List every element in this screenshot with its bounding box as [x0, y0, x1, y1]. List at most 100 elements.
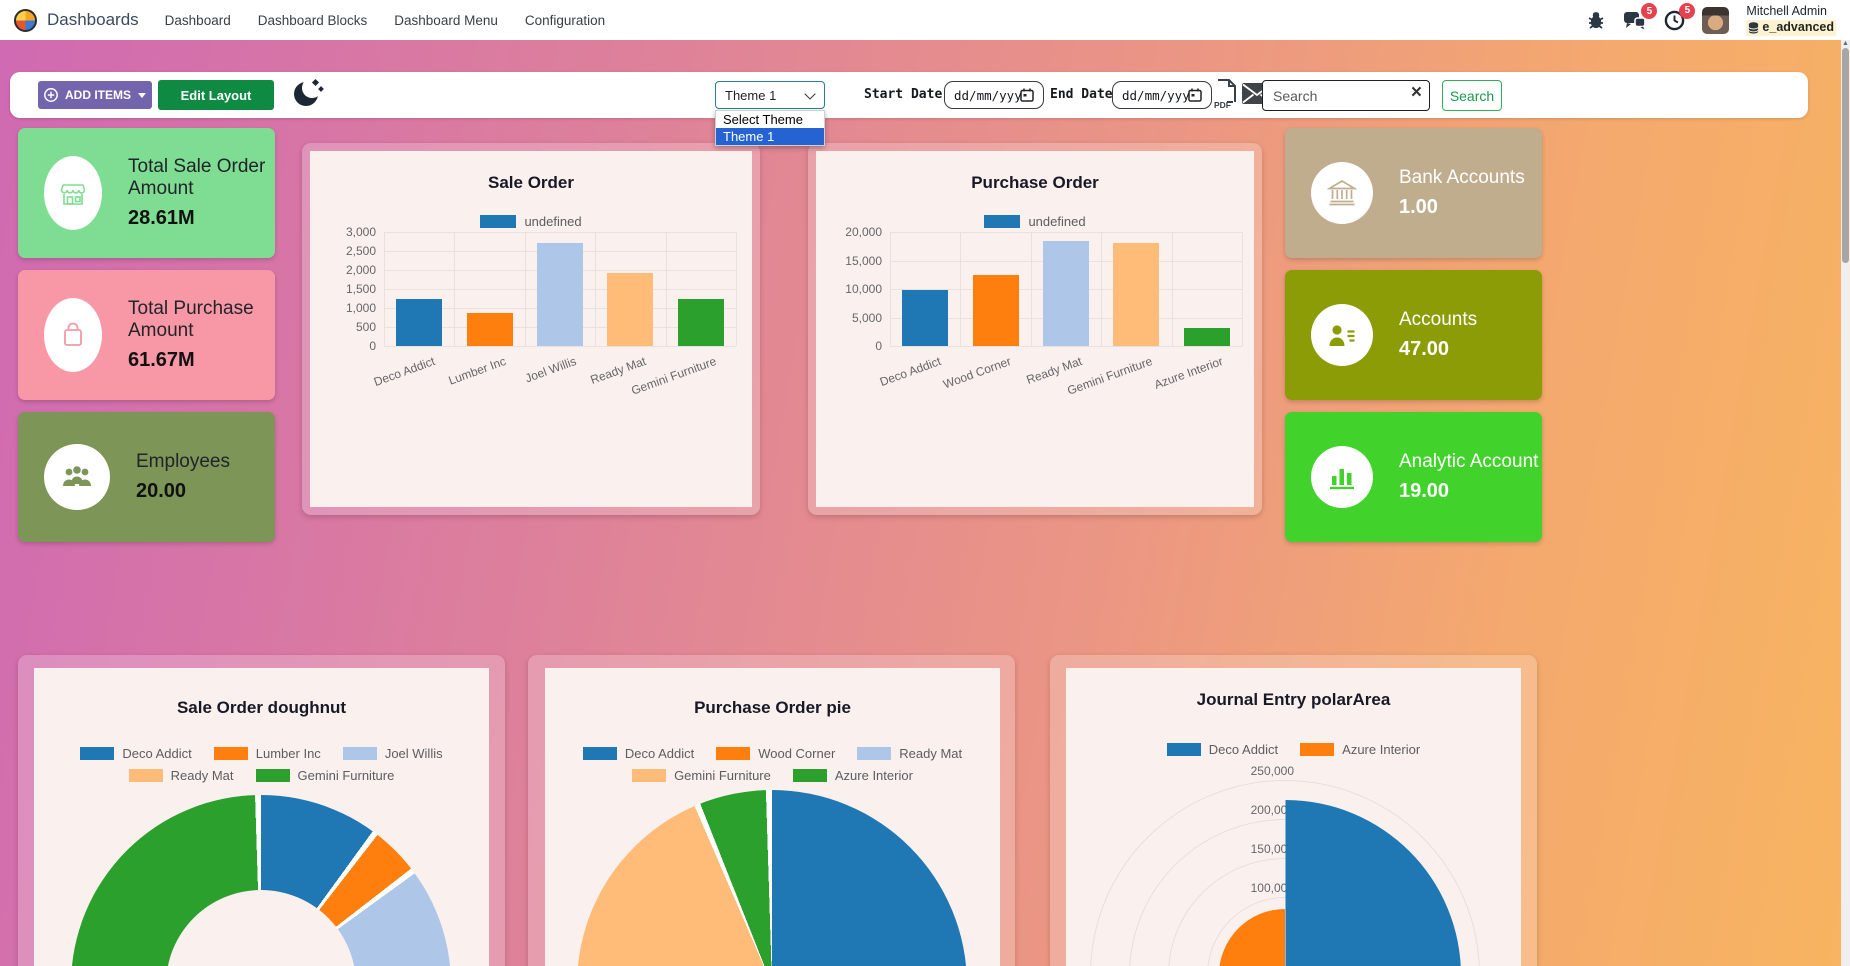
odoo-app-icon[interactable]	[14, 8, 37, 32]
purchase-order-chart: Purchase Order undefined 20,000 15,000 10,0…	[816, 151, 1254, 507]
scroll-up-arrow[interactable]: ▲	[1842, 40, 1849, 47]
legend-swatch	[213, 747, 248, 760]
theme-option-theme-1[interactable]: Theme 1	[716, 128, 824, 145]
chart-legend-row: Ready Mat Gemini Furniture	[34, 768, 489, 783]
legend-label: Azure Interior	[1342, 742, 1421, 757]
bar-0	[902, 289, 949, 346]
legend-label: Deco Addict	[624, 746, 695, 761]
start-date-input[interactable]	[944, 81, 1044, 109]
menu-item-configuration[interactable]: Configuration	[524, 12, 606, 28]
kpi-accounts[interactable]: Accounts 47.00	[1285, 270, 1542, 400]
kpi-icon-circle	[1311, 162, 1373, 224]
kpi-value: 20.00	[136, 480, 187, 503]
dashboard-toolbar: ADD ITEMS Edit Layout Theme 1 Select The…	[10, 72, 1808, 146]
y-axis-tick: 0	[875, 339, 882, 353]
bar-plot-area	[384, 232, 737, 347]
kpi-icon-circle	[1311, 304, 1373, 366]
purchase-order-bar-canvas: undefined 20,000 15,000 10,000 5,000 0 Deco Ad…	[816, 151, 1254, 507]
kpi-title: Accounts	[1399, 308, 1478, 330]
export-pdf-icon[interactable]: PDF	[1213, 79, 1237, 110]
kpi-title: Analytic Account	[1399, 450, 1539, 472]
legend-swatch	[716, 747, 751, 760]
sale-order-doughnut-chart: Sale Order doughnut Deco Addict Lumber In…	[34, 668, 489, 966]
add-items-button[interactable]: ADD ITEMS	[38, 81, 152, 109]
scrollbar-thumb[interactable]	[1842, 48, 1849, 263]
gridline	[524, 232, 526, 346]
kpi-bank-accounts[interactable]: Bank Accounts 1.00	[1285, 128, 1542, 258]
chevron-down-icon	[804, 88, 816, 100]
y-axis-tick: 2,000	[345, 263, 376, 277]
x-axis-label: Deco Addict	[372, 354, 437, 390]
activities-clock-icon[interactable]: 5	[1664, 2, 1696, 31]
end-date-input[interactable]	[1112, 81, 1212, 109]
legend-item: Gemini Furniture	[255, 768, 394, 783]
debug-bug-icon[interactable]	[1586, 10, 1606, 30]
kpi-value: 61.67M	[128, 349, 195, 372]
gridline	[890, 232, 891, 346]
legend-label: Lumber Inc	[255, 746, 321, 761]
bar-chart-icon	[1330, 469, 1354, 490]
purchase-order-chart-card: Purchase Order undefined 20,000 15,000 10,0…	[808, 143, 1262, 515]
legend-swatch	[792, 769, 827, 782]
user-avatar[interactable]	[1702, 6, 1730, 34]
legend-item: Lumber Inc	[213, 746, 321, 761]
menu-item-dashboard[interactable]: Dashboard	[164, 12, 231, 28]
kpi-employees[interactable]: Employees 20.00	[18, 412, 275, 542]
plus-circle-icon	[44, 88, 58, 102]
user-name: Mitchell Admin	[1746, 4, 1828, 19]
y-axis-tick: 2,500	[345, 244, 376, 258]
gridline	[736, 232, 737, 346]
calendar-icon[interactable]	[1188, 88, 1202, 102]
legend-item: Wood Corner	[716, 746, 835, 761]
gridline	[1030, 232, 1032, 346]
purchase-order-pie-canvas: Deco Addict Wood Corner Ready Mat Gemini Fu…	[545, 668, 1000, 966]
y-axis-tick: 3,000	[345, 225, 376, 239]
y-axis-tick: 20,000	[845, 225, 882, 239]
database-row: e_advanced	[1746, 20, 1836, 36]
legend-swatch	[342, 747, 377, 760]
theme-select[interactable]: Theme 1	[715, 81, 825, 109]
sale-order-bar-canvas: undefined 3,000 2,500 2,000 1,500 1,000 500 0 De…	[310, 151, 752, 507]
legend-item: Gemini Furniture	[632, 768, 771, 783]
kpi-total-purchase[interactable]: Total Purchase Amount 61.67M	[18, 270, 275, 400]
legend-swatch	[80, 747, 115, 760]
x-axis-label: Joel Willis	[522, 354, 578, 386]
bar-3	[1113, 243, 1160, 346]
page-scrollbar[interactable]: ▲	[1841, 40, 1850, 966]
gridline	[595, 232, 597, 346]
calendar-icon[interactable]	[1020, 88, 1034, 102]
legend-item: undefined	[480, 214, 582, 229]
theme-option-select-theme[interactable]: Select Theme	[723, 112, 803, 127]
menu-item-dashboard-blocks[interactable]: Dashboard Blocks	[257, 12, 368, 28]
x-axis-label: Azure Interior	[1152, 354, 1225, 392]
theme-select-value: Theme 1	[725, 87, 777, 103]
clear-search-icon[interactable]: ×	[1410, 82, 1422, 103]
chart-legend-row: Deco Addict Wood Corner Ready Mat	[545, 746, 1000, 761]
y-axis-tick: 1,000	[345, 301, 376, 315]
sale-order-chart-card: Sale Order undefined 3,000 2,500 2,000 1,500…	[302, 143, 760, 515]
gridline	[1242, 232, 1243, 346]
legend-item: Deco Addict	[582, 746, 695, 761]
kpi-title: Total Purchase Amount	[128, 297, 254, 341]
search-input[interactable]	[1262, 80, 1430, 111]
r-axis-tick: 250,000	[1247, 764, 1297, 778]
dark-mode-toggle[interactable]	[294, 78, 324, 108]
messages-icon[interactable]: 5	[1623, 3, 1658, 30]
legend-item: Deco Addict	[1166, 742, 1278, 757]
legend-label: Deco Addict	[122, 746, 192, 761]
chart-legend-row: Deco Addict Azure Interior	[1066, 742, 1521, 757]
bar-plot-area	[890, 232, 1243, 347]
app-title: Dashboards	[47, 10, 139, 29]
legend-label: undefined	[1028, 214, 1086, 229]
sale-order-chart: Sale Order undefined 3,000 2,500 2,000 1,500…	[310, 151, 752, 507]
edit-layout-button[interactable]: Edit Layout	[158, 80, 274, 110]
menu-item-dashboard-menu[interactable]: Dashboard Menu	[394, 12, 498, 28]
y-axis-tick: 10,000	[845, 282, 882, 296]
kpi-icon-circle	[44, 156, 102, 230]
gridline	[890, 232, 1242, 233]
kpi-total-sale-order[interactable]: Total Sale Order Amount 28.61M	[18, 128, 275, 258]
user-menu[interactable]: Mitchell Admin e_advanced	[1746, 4, 1836, 36]
search-button[interactable]: Search	[1442, 80, 1502, 111]
kpi-analytic-account[interactable]: Analytic Account 19.00	[1285, 412, 1542, 542]
journal-entry-polar-chart: Journal Entry polarArea Deco Addict Azure…	[1066, 668, 1521, 966]
